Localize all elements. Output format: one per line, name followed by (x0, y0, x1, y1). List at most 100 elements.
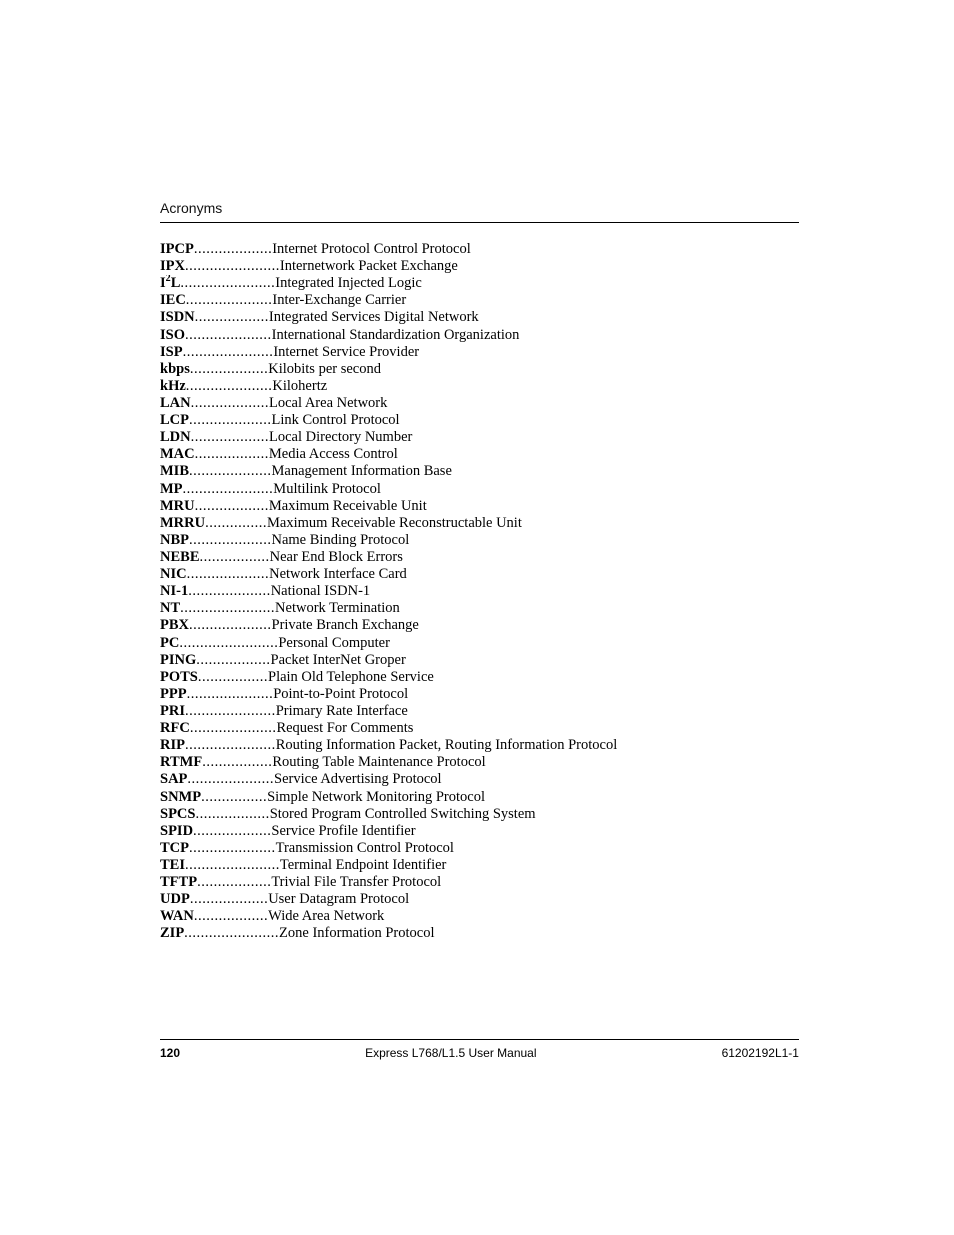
acronym-dots: ....................... (180, 600, 275, 617)
acronym-definition: Near End Block Errors (270, 549, 403, 566)
acronym-row: NT.......................Network Termina… (160, 600, 799, 617)
acronym-dots: ................. (202, 754, 272, 771)
acronym-row: PBX....................Private Branch Ex… (160, 617, 799, 634)
acronym-definition: Internet Service Provider (273, 344, 419, 361)
acronym-dots: ................... (194, 241, 272, 258)
acronym-abbr: SNMP (160, 789, 201, 806)
acronym-definition: Internetwork Packet Exchange (280, 258, 458, 275)
acronym-dots: ....................... (184, 925, 279, 942)
acronym-definition: Transmission Control Protocol (276, 840, 454, 857)
acronym-definition: User Datagram Protocol (268, 891, 409, 908)
page-footer: 120 Express L768/L1.5 User Manual 612021… (160, 1039, 799, 1060)
acronym-dots: ..................... (187, 686, 274, 703)
acronym-abbr: NIC (160, 566, 187, 583)
acronym-definition: Personal Computer (278, 635, 390, 652)
acronym-row: IPX.......................Internetwork P… (160, 258, 799, 275)
acronym-dots: ....................... (185, 857, 280, 874)
acronym-definition: Stored Program Controlled Switching Syst… (270, 806, 536, 823)
acronym-row: IEC.....................Inter-Exchange C… (160, 292, 799, 309)
acronym-dots: ...................... (185, 703, 276, 720)
acronym-abbr: LDN (160, 429, 191, 446)
acronym-definition: Local Directory Number (269, 429, 412, 446)
acronym-abbr: MRU (160, 498, 195, 515)
acronym-dots: .................. (195, 498, 269, 515)
acronym-definition: Name Binding Protocol (272, 532, 410, 549)
acronym-row: ISP......................Internet Servic… (160, 344, 799, 361)
acronym-abbr: NBP (160, 532, 189, 549)
acronym-abbr: PC (160, 635, 179, 652)
acronym-dots: ................. (200, 549, 270, 566)
acronym-definition: Network Interface Card (269, 566, 407, 583)
acronym-row: MRRU...............Maximum Receivable Re… (160, 515, 799, 532)
acronym-dots: ................... (191, 429, 269, 446)
acronym-abbr: LCP (160, 412, 189, 429)
header-rule (160, 222, 799, 223)
acronym-dots: ..................... (185, 327, 272, 344)
acronym-row: MAC..................Media Access Contro… (160, 446, 799, 463)
acronym-definition: Routing Table Maintenance Protocol (272, 754, 485, 771)
acronym-definition: Point-to-Point Protocol (273, 686, 408, 703)
acronym-row: SAP.....................Service Advertis… (160, 771, 799, 788)
acronym-row: ISO.....................International St… (160, 327, 799, 344)
acronym-abbr: POTS (160, 669, 198, 686)
acronym-row: PC........................Personal Compu… (160, 635, 799, 652)
acronym-list: IPCP...................Internet Protocol… (160, 241, 799, 942)
acronym-row: SPCS..................Stored Program Con… (160, 806, 799, 823)
acronym-dots: .................. (195, 446, 269, 463)
acronym-abbr: SAP (160, 771, 187, 788)
acronym-definition: Link Control Protocol (272, 412, 400, 429)
acronym-dots: .................... (189, 412, 272, 429)
acronym-dots: ................... (190, 361, 268, 378)
acronym-definition: National ISDN-1 (271, 583, 370, 600)
acronym-abbr: MRRU (160, 515, 205, 532)
acronym-row: ISDN..................Integrated Service… (160, 309, 799, 326)
acronym-dots: ................... (193, 823, 271, 840)
acronym-definition: Network Termination (275, 600, 400, 617)
acronym-abbr: IPCP (160, 241, 194, 258)
acronym-definition: Terminal Endpoint Identifier (280, 857, 447, 874)
acronym-row: TCP.....................Transmission Con… (160, 840, 799, 857)
acronym-definition: Integrated Services Digital Network (269, 309, 479, 326)
acronym-row: ZIP.......................Zone Informati… (160, 925, 799, 942)
acronym-row: kbps...................Kilobits per seco… (160, 361, 799, 378)
acronym-dots: .................. (196, 652, 270, 669)
acronym-definition: Service Advertising Protocol (274, 771, 442, 788)
acronym-row: IPCP...................Internet Protocol… (160, 241, 799, 258)
acronym-abbr: ZIP (160, 925, 184, 942)
acronym-definition: Internet Protocol Control Protocol (272, 241, 471, 258)
acronym-dots: ........................ (179, 635, 278, 652)
acronym-abbr: TFTP (160, 874, 197, 891)
acronym-definition: Integrated Injected Logic (275, 275, 422, 292)
acronym-row: LAN...................Local Area Network (160, 395, 799, 412)
acronym-dots: ...................... (183, 344, 274, 361)
acronym-abbr: NI-1 (160, 583, 188, 600)
footer-rule (160, 1039, 799, 1040)
acronym-definition: Media Access Control (269, 446, 398, 463)
acronym-definition: Packet InterNet Groper (271, 652, 406, 669)
acronym-row: NIC....................Network Interface… (160, 566, 799, 583)
acronym-abbr: SPID (160, 823, 193, 840)
acronym-definition: Management Information Base (272, 463, 452, 480)
acronym-dots: ................. (198, 669, 268, 686)
acronym-definition: Primary Rate Interface (276, 703, 408, 720)
section-header: Acronyms (160, 200, 799, 216)
acronym-definition: Kilobits per second (268, 361, 381, 378)
acronym-abbr: MP (160, 481, 183, 498)
acronym-abbr: ISO (160, 327, 185, 344)
acronym-dots: ....................... (185, 258, 280, 275)
acronym-abbr: IPX (160, 258, 185, 275)
acronym-abbr: TCP (160, 840, 189, 857)
acronym-row: LDN...................Local Directory Nu… (160, 429, 799, 446)
acronym-row: PING..................Packet InterNet Gr… (160, 652, 799, 669)
acronym-definition: Wide Area Network (268, 908, 384, 925)
acronym-abbr: TEI (160, 857, 185, 874)
acronym-dots: .................... (189, 463, 272, 480)
acronym-row: RTMF.................Routing Table Maint… (160, 754, 799, 771)
acronym-abbr: LAN (160, 395, 191, 412)
acronym-row: NEBE.................Near End Block Erro… (160, 549, 799, 566)
acronym-row: MIB....................Management Inform… (160, 463, 799, 480)
acronym-abbr: IEC (160, 292, 186, 309)
acronym-definition: Request For Comments (276, 720, 413, 737)
footer-center-text: Express L768/L1.5 User Manual (365, 1046, 536, 1060)
acronym-dots: ...................... (183, 481, 274, 498)
